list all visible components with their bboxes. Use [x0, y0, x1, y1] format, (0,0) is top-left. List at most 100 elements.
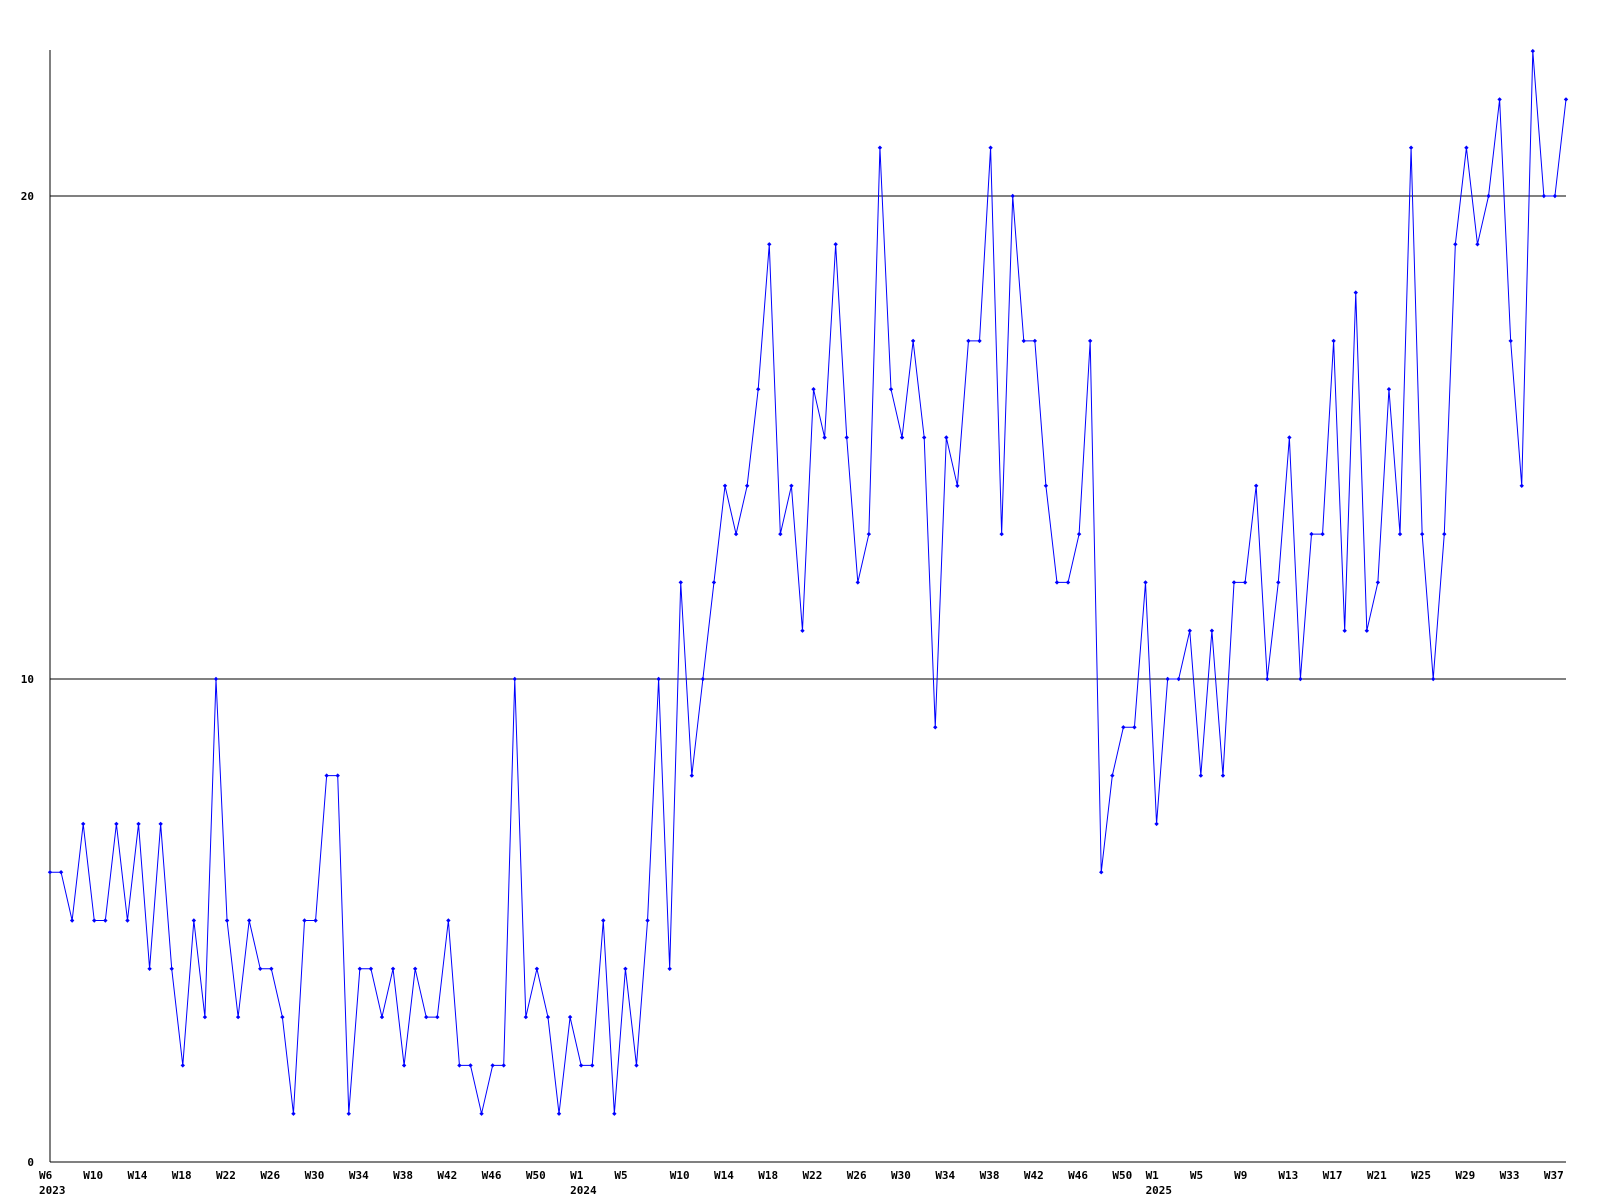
x-tick-label: W33	[1500, 1169, 1520, 1182]
data-point	[235, 1014, 241, 1020]
data-point	[1530, 48, 1536, 54]
x-tick-label: W25	[1411, 1169, 1431, 1182]
data-point	[733, 531, 739, 537]
data-point	[1099, 870, 1104, 875]
data-point	[700, 676, 706, 682]
data-point	[213, 676, 219, 682]
data-point	[1298, 676, 1303, 682]
x-year-label: 2024	[570, 1184, 597, 1197]
data-point	[1342, 628, 1347, 633]
data-point	[1121, 725, 1126, 730]
x-tick-label: W30	[891, 1169, 911, 1182]
data-point	[1187, 628, 1192, 633]
data-point	[1364, 628, 1370, 633]
data-point	[689, 773, 695, 778]
data-point	[324, 773, 329, 778]
data-point	[125, 918, 130, 923]
data-point	[1220, 773, 1226, 778]
data-point	[634, 1063, 639, 1068]
data-point	[1010, 193, 1015, 199]
data-point	[346, 1111, 351, 1116]
x-tick-label: W26	[847, 1169, 867, 1182]
data-point	[69, 918, 75, 923]
data-point	[1287, 435, 1292, 440]
data-point	[855, 580, 860, 585]
data-point	[457, 1063, 462, 1068]
data-point	[921, 435, 927, 440]
data-point	[1309, 531, 1314, 537]
x-tick-label: W26	[260, 1169, 280, 1182]
data-point	[368, 966, 374, 971]
data-point	[578, 1063, 584, 1068]
data-point	[601, 918, 606, 923]
data-point	[1231, 580, 1237, 585]
x-tick-label: W50	[1112, 1169, 1132, 1182]
data-point	[1386, 387, 1392, 392]
data-point	[302, 918, 307, 923]
data-point	[1276, 580, 1281, 585]
data-point	[1375, 580, 1381, 585]
series-line	[50, 51, 1567, 1114]
data-point	[246, 918, 252, 923]
data-point	[590, 1063, 595, 1068]
data-point	[1431, 676, 1436, 682]
x-tick-label: W5	[1190, 1169, 1203, 1182]
x-tick-label: W50	[526, 1169, 546, 1182]
x-tick-label: W29	[1455, 1169, 1475, 1182]
data-point	[899, 435, 905, 440]
x-tick-label: W1	[1146, 1169, 1160, 1182]
data-point	[656, 676, 661, 682]
data-point	[468, 1063, 473, 1068]
x-tick-label: W1	[570, 1169, 584, 1182]
data-point	[512, 676, 517, 682]
data-point	[789, 483, 794, 488]
data-point	[545, 1014, 551, 1020]
data-point	[435, 1014, 440, 1020]
data-point	[1552, 193, 1558, 199]
x-tick-label: W6	[39, 1169, 53, 1182]
data-point	[877, 145, 883, 150]
data-point	[822, 435, 827, 440]
data-point	[136, 821, 141, 827]
data-point	[1265, 676, 1270, 682]
x-tick-label: W38	[393, 1169, 413, 1182]
data-point	[1442, 531, 1447, 537]
data-point	[1486, 193, 1491, 199]
data-point	[888, 387, 894, 392]
data-point	[1397, 531, 1403, 537]
x-tick-label: W34	[349, 1169, 369, 1182]
data-point	[678, 580, 683, 585]
data-point	[490, 1063, 495, 1068]
data-point	[612, 1111, 617, 1116]
data-point	[833, 242, 838, 247]
data-point	[191, 918, 197, 923]
data-point	[202, 1014, 208, 1020]
x-tick-label: W14	[128, 1169, 148, 1182]
data-point	[280, 1014, 285, 1020]
data-point	[335, 773, 340, 778]
data-point	[1154, 821, 1159, 827]
data-point	[556, 1111, 562, 1116]
data-point	[1541, 193, 1547, 199]
data-point	[1464, 145, 1469, 150]
x-tick-label: W21	[1367, 1169, 1387, 1182]
data-point	[1110, 773, 1115, 778]
data-point	[1408, 145, 1414, 150]
data-point	[446, 918, 451, 923]
data-point	[1087, 338, 1093, 344]
data-point	[756, 387, 761, 392]
x-tick-label: W10	[670, 1169, 690, 1182]
data-point	[955, 483, 960, 488]
x-tick-label: W38	[980, 1169, 1000, 1182]
data-point	[667, 966, 672, 971]
data-point	[722, 483, 728, 488]
data-point	[1076, 531, 1082, 537]
x-tick-label: W9	[1234, 1169, 1247, 1182]
data-point	[401, 1063, 407, 1068]
data-point	[1519, 483, 1524, 488]
x-tick-label: W42	[1024, 1169, 1044, 1182]
y-tick-label: 20	[21, 190, 34, 203]
data-point	[158, 821, 163, 827]
x-tick-label: W46	[482, 1169, 502, 1182]
data-point	[390, 966, 396, 971]
